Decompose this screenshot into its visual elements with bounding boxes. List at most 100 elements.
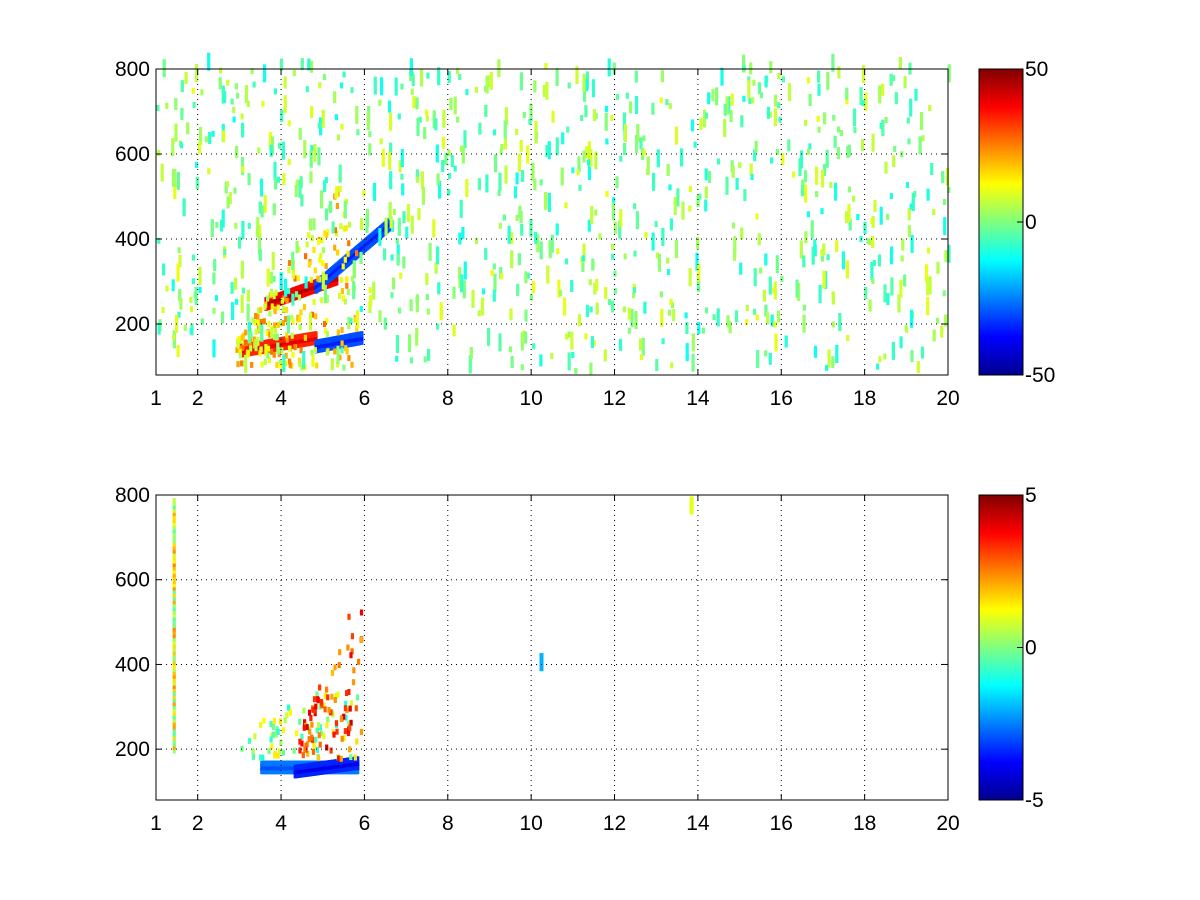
heatmap-cell bbox=[426, 72, 430, 79]
heatmap-cell bbox=[590, 206, 594, 224]
heatmap-cell bbox=[335, 203, 339, 209]
heatmap-cell bbox=[877, 254, 881, 267]
heatmap-cell bbox=[266, 268, 270, 287]
heatmap-cell bbox=[441, 136, 446, 149]
heatmap-cell bbox=[480, 297, 485, 316]
heatmap-cell bbox=[234, 277, 238, 290]
heatmap-cell bbox=[256, 319, 260, 326]
heatmap-cell bbox=[281, 320, 286, 326]
heatmap-cell bbox=[333, 664, 337, 671]
heatmap-cell bbox=[221, 85, 225, 104]
heatmap-cell bbox=[582, 150, 586, 163]
heatmap-cell bbox=[336, 361, 340, 368]
heatmap-cell bbox=[942, 290, 946, 297]
x-tick-labels-top: 1 2 4 6 8 10 12 14 16 18 20 bbox=[150, 387, 960, 410]
heatmap-cell bbox=[258, 249, 262, 262]
heatmap-cell bbox=[477, 310, 481, 317]
heatmap-cell bbox=[866, 238, 870, 245]
heatmap-cell bbox=[904, 325, 908, 332]
heatmap-cell bbox=[250, 68, 254, 75]
heatmap-cell bbox=[456, 67, 460, 74]
y-tick-label: 800 bbox=[115, 484, 150, 507]
heatmap-cell bbox=[312, 218, 316, 231]
heatmap-cell bbox=[263, 64, 267, 83]
heatmap-cell bbox=[327, 707, 331, 713]
heatmap-cell bbox=[589, 362, 593, 375]
heatmap-cell bbox=[634, 96, 639, 114]
heatmap-cell bbox=[259, 346, 263, 353]
heatmap-cell bbox=[879, 206, 883, 225]
heatmap-cell bbox=[544, 63, 548, 70]
heatmap-cell bbox=[610, 300, 615, 313]
heatmap-cell bbox=[759, 92, 763, 99]
heatmap-cell bbox=[584, 79, 589, 92]
heatmap-cell bbox=[281, 727, 285, 734]
heatmap-cell bbox=[240, 260, 244, 279]
heatmap-cell bbox=[947, 64, 951, 83]
heatmap-cell bbox=[272, 351, 276, 358]
heatmap-cell bbox=[723, 103, 727, 116]
heatmap-cell bbox=[369, 295, 373, 308]
heatmap-cell bbox=[343, 728, 347, 735]
heatmap-cell bbox=[267, 321, 271, 327]
heatmap-cell bbox=[260, 361, 264, 368]
heatmap-cell bbox=[284, 360, 288, 367]
heatmap-cell bbox=[899, 279, 903, 298]
heatmap-cell bbox=[698, 193, 702, 200]
heatmap-cell bbox=[390, 292, 394, 299]
heatmap-cell bbox=[804, 170, 808, 183]
heatmap-cell bbox=[319, 297, 323, 304]
heatmap-cell bbox=[381, 148, 385, 167]
heatmap-cell bbox=[307, 232, 311, 239]
heatmap-cell bbox=[262, 318, 266, 325]
heatmap-cell bbox=[801, 179, 805, 186]
heatmap-cell bbox=[311, 354, 315, 367]
heatmap-cell bbox=[271, 252, 275, 270]
heatmap-cell bbox=[674, 240, 678, 259]
x-tick-label: 4 bbox=[275, 812, 287, 835]
heatmap-cell bbox=[743, 189, 747, 202]
heatmap-cell bbox=[861, 100, 865, 107]
heatmap-cell bbox=[502, 214, 506, 221]
heatmap-cell bbox=[258, 350, 262, 357]
heatmap-cell bbox=[395, 355, 399, 362]
heatmap-cell bbox=[909, 203, 913, 210]
heatmap-cell bbox=[926, 277, 930, 296]
heatmap-cell bbox=[764, 304, 768, 317]
heatmap-cell bbox=[582, 243, 586, 262]
heatmap-cell bbox=[485, 174, 489, 193]
heatmap-cell bbox=[690, 119, 695, 132]
heatmap-cell bbox=[578, 184, 582, 191]
heatmap-cell bbox=[183, 324, 187, 331]
heatmap-cell bbox=[755, 213, 759, 220]
heatmap-cell bbox=[212, 307, 216, 314]
heatmap-cell bbox=[655, 359, 659, 371]
heatmap-cell bbox=[584, 105, 588, 118]
heatmap-cell bbox=[740, 227, 744, 240]
heatmap-cell bbox=[346, 289, 351, 295]
heatmap-cell bbox=[412, 96, 416, 109]
heatmap-cell bbox=[615, 176, 619, 189]
heatmap-cell bbox=[184, 72, 188, 85]
heatmap-cell bbox=[372, 182, 376, 201]
heatmap-cell bbox=[191, 87, 195, 94]
heatmap-cell bbox=[627, 307, 631, 320]
heatmap-cell bbox=[720, 67, 724, 86]
heatmap-cell bbox=[287, 120, 291, 127]
heatmap-cell bbox=[905, 181, 910, 188]
heatmap-cell bbox=[835, 345, 839, 363]
heatmap-cell bbox=[836, 147, 840, 160]
x-tick-label: 14 bbox=[686, 387, 710, 410]
heatmap-cell bbox=[213, 259, 217, 271]
heatmap-cell bbox=[310, 106, 314, 119]
heatmap-cell bbox=[350, 361, 354, 368]
heatmap-cell bbox=[410, 215, 414, 234]
heatmap-cell bbox=[171, 138, 175, 157]
heatmap-cell bbox=[846, 146, 850, 158]
heatmap-cell bbox=[944, 314, 948, 327]
heatmap-cell bbox=[307, 58, 311, 71]
heatmap-cell bbox=[539, 179, 543, 186]
heatmap-cell bbox=[477, 178, 481, 191]
heatmap-cell bbox=[273, 750, 277, 757]
heatmap-cell bbox=[808, 94, 812, 106]
